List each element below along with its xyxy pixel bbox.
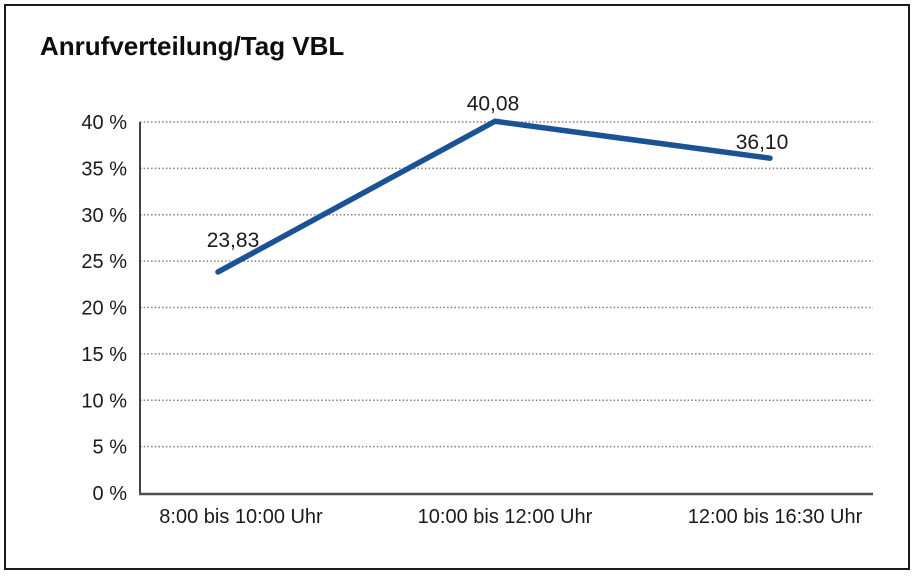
data-point-label: 36,10 [736, 131, 789, 154]
chart-frame-border [4, 4, 910, 570]
data-series-line [215, 118, 773, 275]
x-tick-label: 10:00 bis 12:00 Uhr [418, 506, 593, 528]
x-tick-label: 12:00 bis 16:30 Uhr [688, 506, 863, 528]
data-point-label: 23,83 [207, 229, 260, 252]
y-tick-label: 20 % [81, 298, 127, 320]
y-tick-label: 15 % [81, 344, 127, 366]
y-tick-label: 25 % [81, 251, 127, 273]
chart-title: Anrufverteilung/Tag VBL [40, 31, 345, 61]
y-tick-label: 35 % [81, 158, 127, 180]
data-point-label: 40,08 [467, 92, 520, 115]
y-tick-label: 10 % [81, 390, 127, 412]
y-tick-label: 0 % [93, 483, 128, 505]
y-tick-label: 40 % [81, 112, 127, 134]
x-tick-label: 8:00 bis 10:00 Uhr [159, 506, 323, 528]
y-tick-label: 5 % [93, 437, 128, 459]
y-tick-label: 30 % [81, 205, 127, 227]
